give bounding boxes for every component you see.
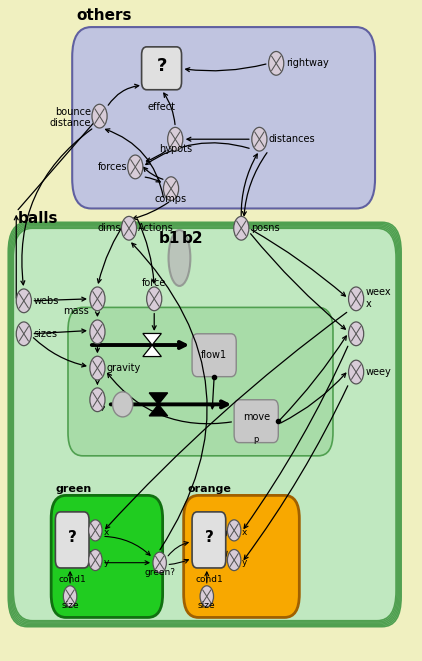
Text: posns: posns xyxy=(251,223,280,233)
FancyBboxPatch shape xyxy=(68,307,333,456)
Text: cond1: cond1 xyxy=(195,574,223,584)
Circle shape xyxy=(90,320,105,344)
Text: others: others xyxy=(76,9,132,24)
Text: rightway: rightway xyxy=(286,58,329,68)
Circle shape xyxy=(349,360,364,384)
Text: flow1: flow1 xyxy=(201,350,227,360)
Circle shape xyxy=(90,388,105,412)
Circle shape xyxy=(89,549,102,570)
Text: ?: ? xyxy=(205,530,214,545)
Circle shape xyxy=(227,549,241,570)
Text: weey: weey xyxy=(366,367,392,377)
Circle shape xyxy=(269,52,284,75)
Text: y: y xyxy=(103,558,109,566)
Text: distance: distance xyxy=(50,118,91,128)
Circle shape xyxy=(349,322,364,346)
Circle shape xyxy=(128,155,143,178)
Circle shape xyxy=(90,287,105,311)
FancyBboxPatch shape xyxy=(12,227,397,622)
Polygon shape xyxy=(143,345,161,356)
FancyBboxPatch shape xyxy=(72,27,375,208)
Circle shape xyxy=(168,128,183,151)
Text: gravity: gravity xyxy=(107,363,141,373)
FancyBboxPatch shape xyxy=(55,512,89,568)
Text: force: force xyxy=(142,278,166,288)
FancyBboxPatch shape xyxy=(184,495,299,617)
Text: weex: weex xyxy=(366,288,392,297)
Circle shape xyxy=(89,520,102,541)
Ellipse shape xyxy=(168,230,190,286)
Text: ?: ? xyxy=(157,58,167,75)
FancyBboxPatch shape xyxy=(142,47,181,90)
Text: orange: orange xyxy=(188,484,232,494)
Text: b1: b1 xyxy=(158,231,180,247)
Text: x: x xyxy=(366,299,371,309)
Circle shape xyxy=(234,216,249,240)
Polygon shape xyxy=(143,333,161,345)
FancyBboxPatch shape xyxy=(234,400,278,443)
Ellipse shape xyxy=(113,392,133,417)
Text: green?: green? xyxy=(144,568,175,576)
Text: bounce: bounce xyxy=(55,106,91,116)
Text: cond1: cond1 xyxy=(58,574,86,584)
Text: x: x xyxy=(103,528,109,537)
Circle shape xyxy=(163,176,179,200)
Circle shape xyxy=(227,520,241,541)
Circle shape xyxy=(252,128,267,151)
Text: x: x xyxy=(242,528,247,537)
Polygon shape xyxy=(149,393,168,405)
Circle shape xyxy=(200,586,214,607)
Text: ?: ? xyxy=(68,530,77,545)
Circle shape xyxy=(90,356,105,380)
FancyBboxPatch shape xyxy=(8,222,401,627)
Text: y: y xyxy=(242,558,247,566)
Text: hypots: hypots xyxy=(159,144,192,155)
Circle shape xyxy=(63,586,77,607)
Text: move: move xyxy=(243,412,270,422)
FancyBboxPatch shape xyxy=(192,334,236,377)
Text: comps: comps xyxy=(155,194,187,204)
Text: size: size xyxy=(198,602,216,610)
Text: effect: effect xyxy=(148,102,176,112)
Circle shape xyxy=(92,104,107,128)
FancyBboxPatch shape xyxy=(14,228,396,621)
Text: forces: forces xyxy=(97,162,127,172)
Text: b2: b2 xyxy=(181,231,203,247)
Circle shape xyxy=(122,216,137,240)
Text: sizes: sizes xyxy=(33,329,57,339)
Text: dims: dims xyxy=(97,223,121,233)
Text: distances: distances xyxy=(269,134,315,144)
Text: size: size xyxy=(61,602,79,610)
Text: p: p xyxy=(254,435,259,444)
Text: green: green xyxy=(55,484,92,494)
Text: Actions: Actions xyxy=(138,223,173,233)
Circle shape xyxy=(147,287,162,311)
Circle shape xyxy=(16,322,31,346)
FancyBboxPatch shape xyxy=(10,225,399,624)
Circle shape xyxy=(16,289,31,313)
Text: mass: mass xyxy=(63,305,89,316)
Text: balls: balls xyxy=(18,211,58,226)
Circle shape xyxy=(349,287,364,311)
Circle shape xyxy=(153,552,166,573)
FancyBboxPatch shape xyxy=(192,512,226,568)
Text: webs: webs xyxy=(33,296,59,306)
FancyBboxPatch shape xyxy=(9,223,400,625)
Polygon shape xyxy=(149,405,168,416)
FancyBboxPatch shape xyxy=(51,495,162,617)
FancyBboxPatch shape xyxy=(11,226,398,623)
